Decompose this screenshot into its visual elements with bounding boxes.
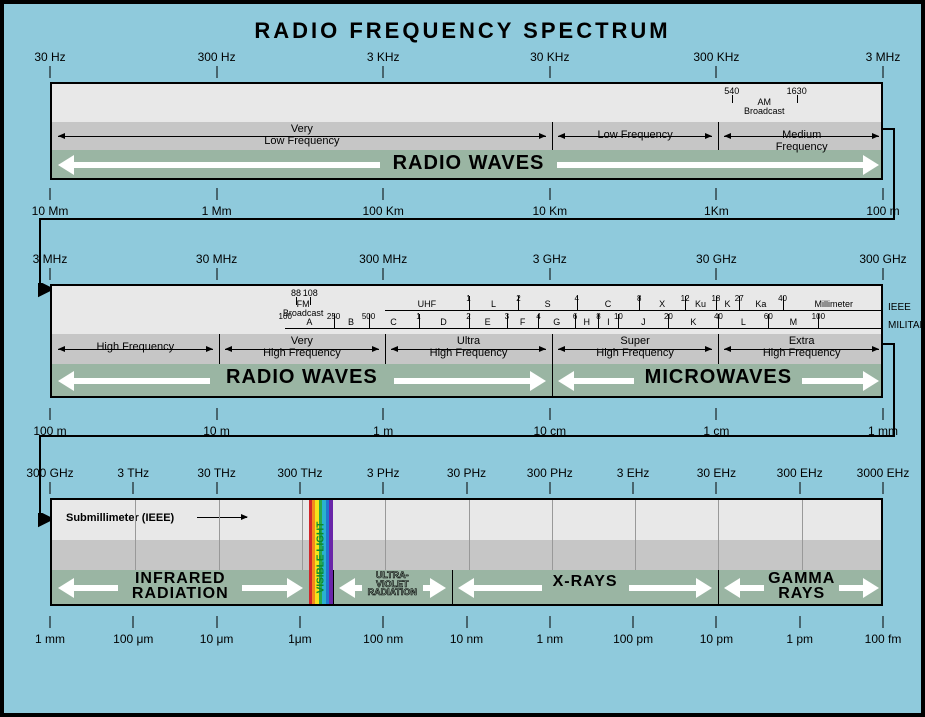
- tick-label: 100 pm: [613, 632, 653, 646]
- tick-label: 3 MHz: [866, 50, 901, 64]
- tick-label: 1 nm: [536, 632, 563, 646]
- tick-label: 30 THz: [197, 466, 235, 480]
- tick-label: 100 nm: [363, 632, 403, 646]
- tick-label: 3 KHz: [367, 50, 400, 64]
- tick-label: 1 mm: [35, 632, 65, 646]
- connector-1-2: [34, 129, 904, 299]
- ieee-label: IEEE: [888, 302, 911, 313]
- band3-strip: INFRAREDRADIATIONULTRA-VIOLETRADIATIONX-…: [50, 498, 883, 606]
- tick-label: 10 μm: [200, 632, 234, 646]
- tick-label: 300 GHz: [859, 252, 906, 266]
- tick-label: 30 PHz: [447, 466, 486, 480]
- band3-freq-axis: 300 GHz3 THz30 THz300 THz3 PHz30 PHz300 …: [50, 468, 883, 484]
- band2-freq-axis: 3 MHz30 MHz300 MHz3 GHz30 GHz300 GHz: [50, 254, 883, 270]
- tick-label: 300 KHz: [693, 50, 739, 64]
- tick-label: 30 KHz: [530, 50, 569, 64]
- band1-freq-axis: 30 Hz300 Hz3 KHz30 KHz300 KHz3 MHz: [50, 52, 883, 68]
- tick-label: 30 GHz: [696, 252, 737, 266]
- tick-label: 1μm: [288, 632, 312, 646]
- tick-label: 10 pm: [700, 632, 733, 646]
- tick-label: 300 GHz: [26, 466, 73, 480]
- tick-label: 3 MHz: [33, 252, 68, 266]
- military-label: MILITARY: [888, 320, 925, 331]
- tick-label: 100 μm: [113, 632, 153, 646]
- tick-label: 30 EHz: [697, 466, 736, 480]
- tick-label: 1 pm: [786, 632, 813, 646]
- tick-label: 3000 EHz: [857, 466, 910, 480]
- band3-wave-axis: 1 mm100 μm10 μm1μm100 nm10 nm1 nm100 pm1…: [50, 618, 883, 634]
- tick-label: 10 nm: [450, 632, 483, 646]
- tick-label: 300 MHz: [359, 252, 407, 266]
- spectrum-chart: RADIO FREQUENCY SPECTRUM 30 Hz 300 Hz 3 KH…: [0, 0, 925, 717]
- tick-label: 300 EHz: [777, 466, 823, 480]
- tick-label: 100 fm: [865, 632, 902, 646]
- tick-label: 3 PHz: [367, 466, 400, 480]
- tick-label: 300 Hz: [198, 50, 236, 64]
- tick-label: 30 Hz: [34, 50, 65, 64]
- tick-label: 3 GHz: [533, 252, 567, 266]
- tick-label: 3 THz: [117, 466, 149, 480]
- tick-label: 3 EHz: [617, 466, 650, 480]
- tick-label: 300 THz: [277, 466, 322, 480]
- chart-title: RADIO FREQUENCY SPECTRUM: [4, 18, 921, 44]
- tick-label: 30 MHz: [196, 252, 237, 266]
- tick-label: 300 PHz: [527, 466, 573, 480]
